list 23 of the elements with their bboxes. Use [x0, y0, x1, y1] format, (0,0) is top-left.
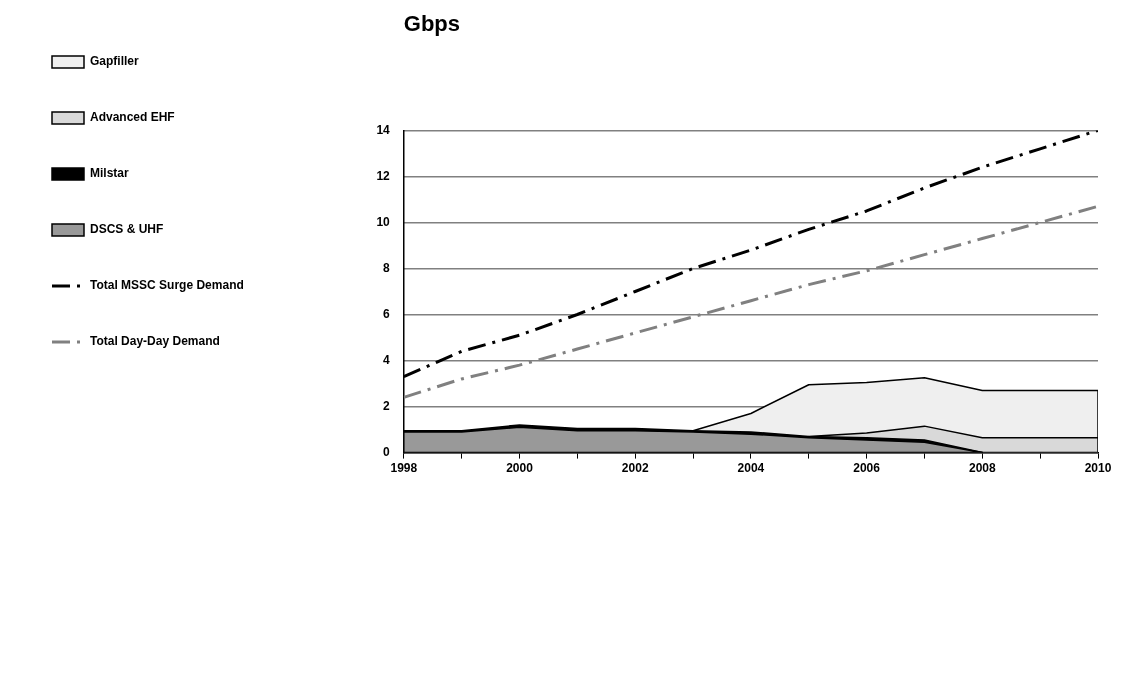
x-tick-label: 2002 — [621, 461, 649, 476]
y-tick-label: 2 — [383, 398, 391, 413]
legend-label: Gapfiller — [90, 54, 140, 69]
legend-label: DSCS & UHF — [90, 222, 164, 237]
legend-label: Advanced EHF — [90, 110, 175, 125]
x-tick-label: 2004 — [737, 461, 765, 476]
x-tick-label: 2000 — [506, 461, 534, 476]
y-tick-label: 10 — [376, 214, 391, 229]
x-tick-label: 1998 — [390, 461, 418, 476]
y-tick-label: 6 — [383, 306, 391, 321]
y-axis-title: Gbps — [403, 11, 461, 37]
y-tick-label: 12 — [376, 168, 391, 183]
y-tick-label: 8 — [383, 260, 391, 275]
y-tick-label: 14 — [376, 122, 391, 137]
x-tick-label: 2008 — [968, 461, 996, 476]
y-tick-label: 0 — [383, 444, 391, 459]
legend-label: Total Day-Day Demand — [90, 334, 220, 349]
x-tick-label: 2010 — [1084, 461, 1112, 476]
x-tick-label: 2006 — [853, 461, 881, 476]
y-tick-label: 4 — [383, 352, 391, 367]
line-series — [403, 204, 1098, 399]
legend-label: Total MSSC Surge Demand — [90, 278, 244, 293]
legend-label: Milstar — [90, 166, 130, 181]
